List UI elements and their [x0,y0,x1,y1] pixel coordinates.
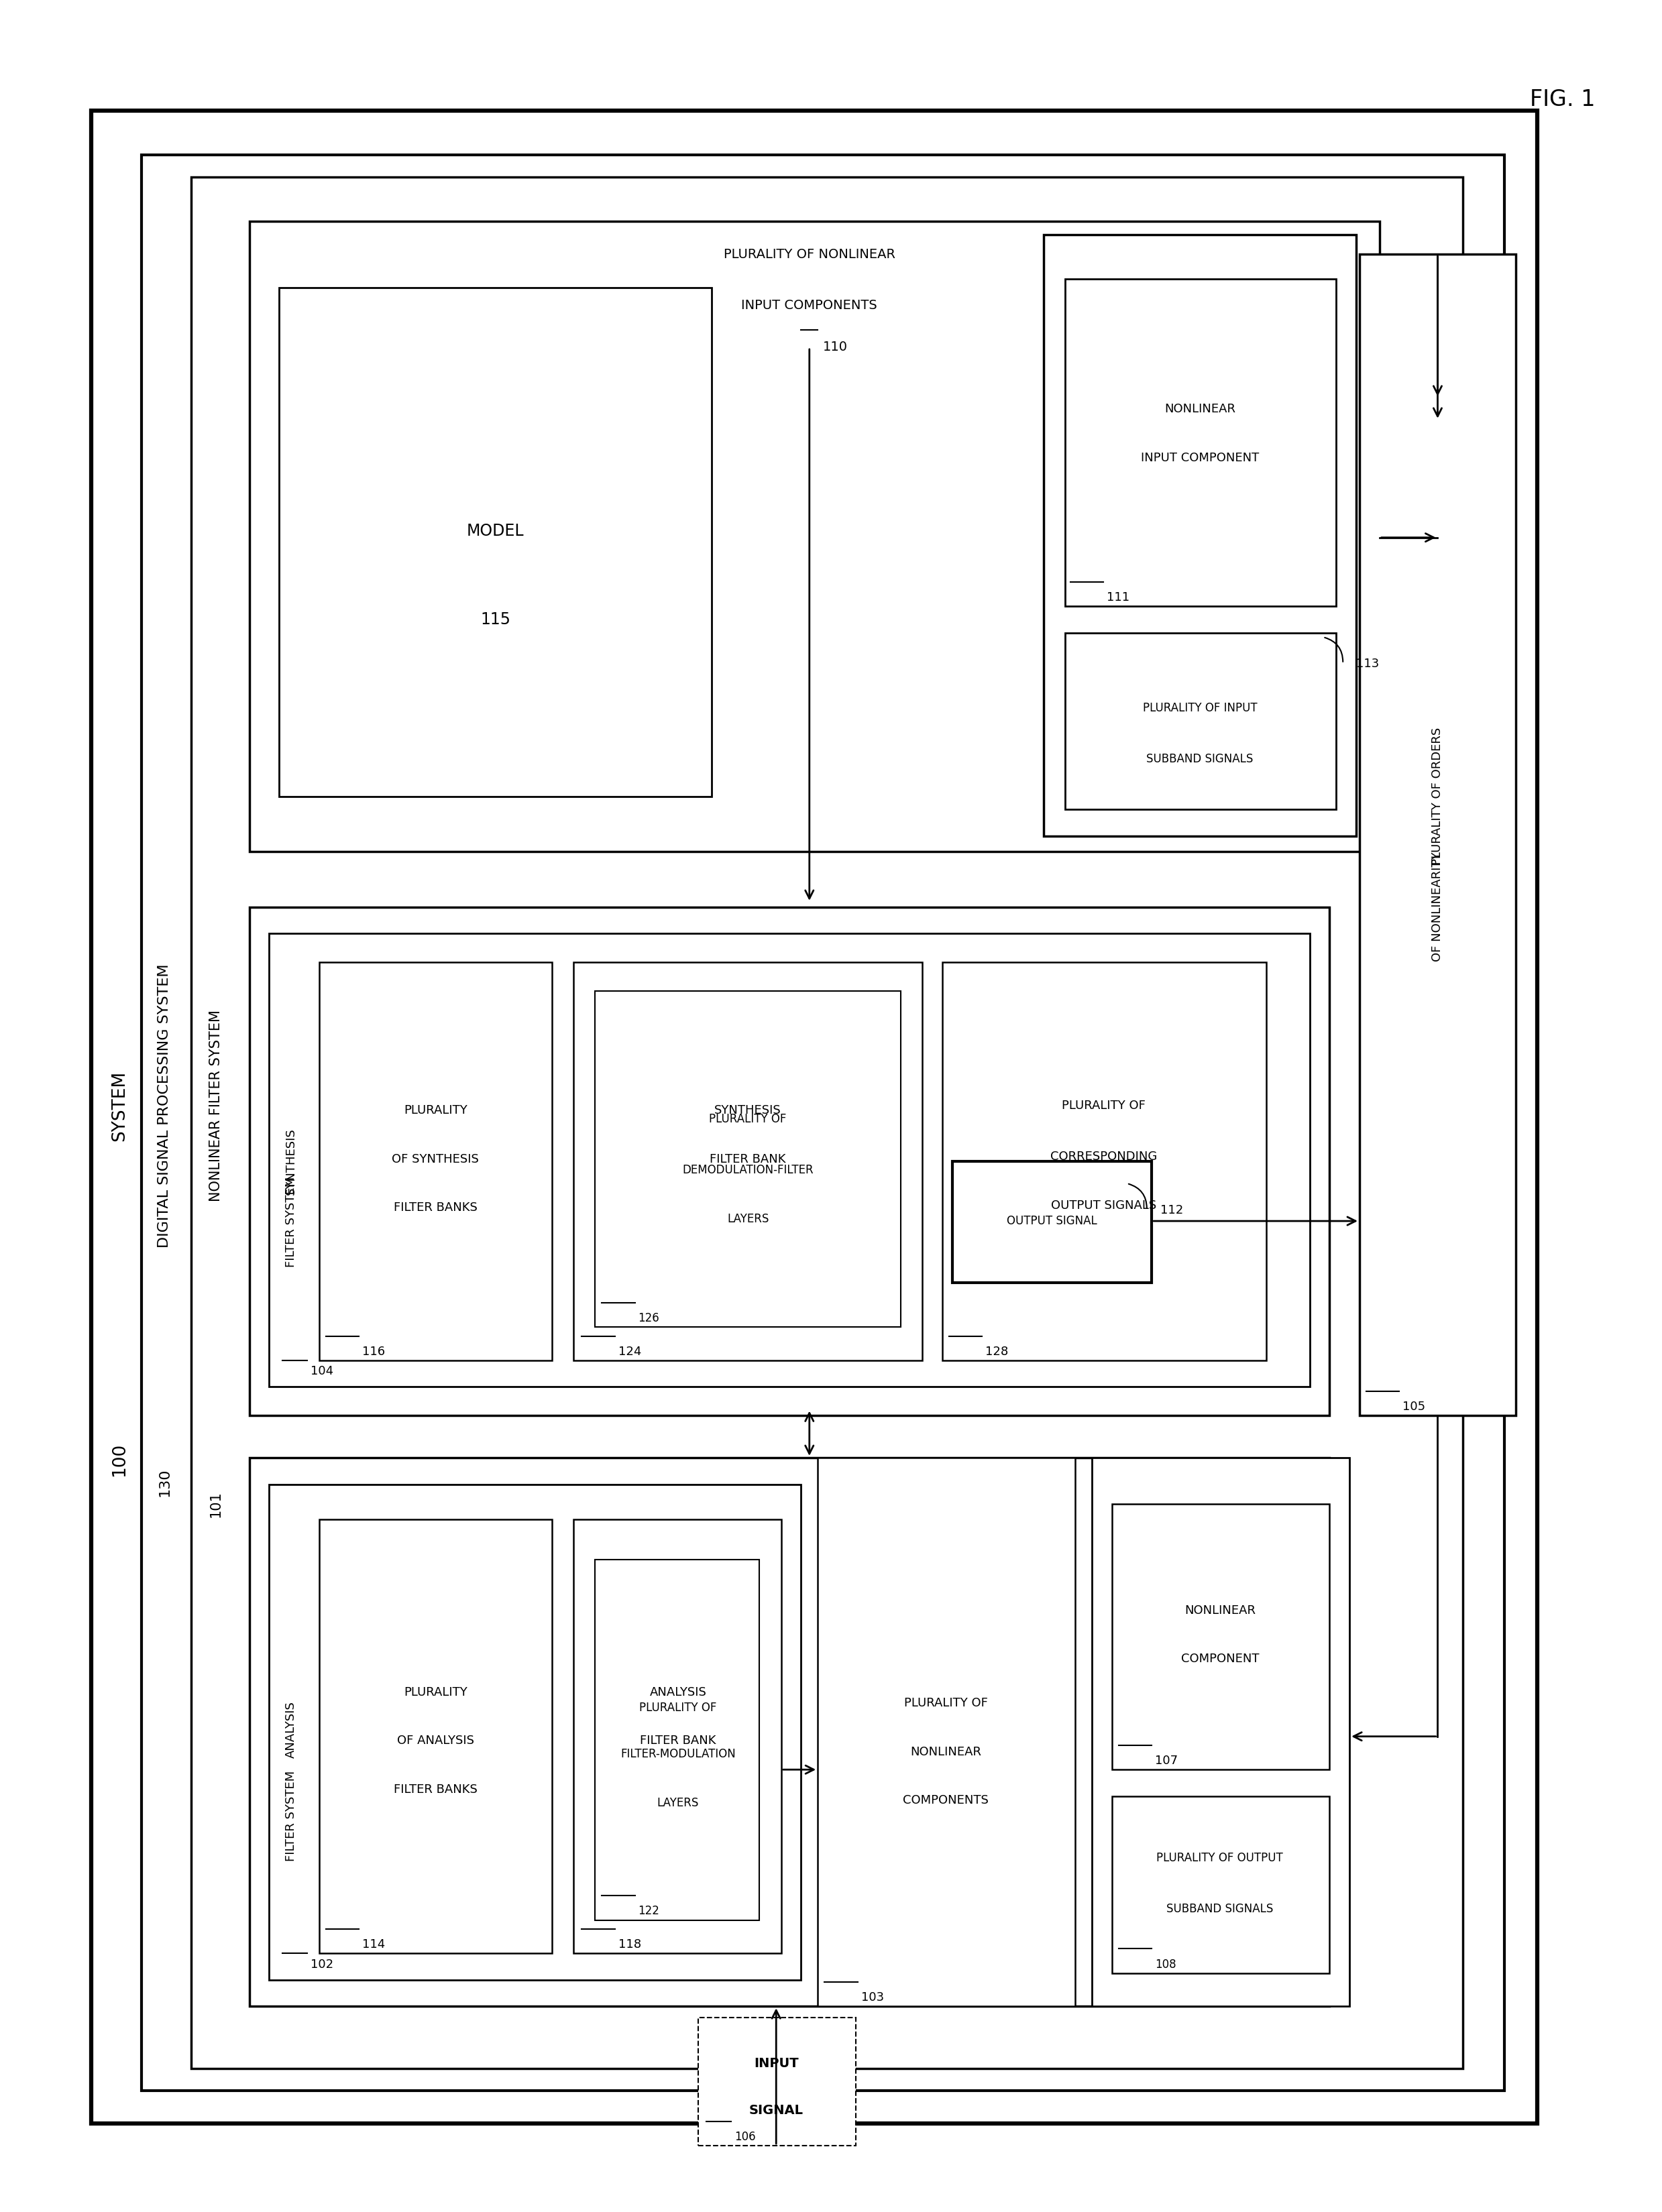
Text: PLURALITY: PLURALITY [404,1686,467,1699]
Text: SYNTHESIS: SYNTHESIS [284,1128,297,1194]
Text: SIGNAL: SIGNAL [750,2104,803,2117]
Text: 122: 122 [638,1905,660,1918]
Text: 115: 115 [480,611,510,628]
Bar [1044,234,1356,836]
Text: 106: 106 [735,2130,756,2143]
Text: INPUT: INPUT [755,2057,798,2070]
Text: 111: 111 [1107,591,1130,604]
Text: 107: 107 [1155,1754,1178,1767]
Bar [319,962,552,1360]
Text: 130: 130 [158,1469,171,1495]
Text: NONLINEAR: NONLINEAR [911,1745,981,1759]
Text: PLURALITY OF INPUT: PLURALITY OF INPUT [1143,701,1256,714]
Bar [269,1484,801,1980]
Bar [1112,1504,1330,1770]
Text: 104: 104 [311,1365,334,1378]
Text: FILTER SYSTEM: FILTER SYSTEM [284,1772,297,1860]
Text: NONLINEAR: NONLINEAR [1185,1604,1255,1617]
Text: DIGITAL SIGNAL PROCESSING SYSTEM: DIGITAL SIGNAL PROCESSING SYSTEM [158,964,171,1248]
Bar [573,1520,781,1953]
Bar [595,1559,760,1920]
Bar [595,991,901,1327]
Text: 100: 100 [111,1442,128,1478]
Text: PLURALITY: PLURALITY [404,1104,467,1117]
Bar [319,1520,552,1953]
Bar [1112,1796,1330,1973]
Text: OUTPUT SIGNALS: OUTPUT SIGNALS [1050,1199,1157,1212]
Text: 116: 116 [362,1345,386,1358]
Bar [573,962,922,1360]
Bar [91,111,1537,2124]
Text: 112: 112 [1160,1203,1183,1217]
Bar [141,155,1504,2090]
Bar [279,288,711,796]
Text: MODEL: MODEL [467,522,524,540]
Bar [249,1458,1330,2006]
Text: COMPONENT: COMPONENT [1180,1652,1260,1666]
Text: NONLINEAR: NONLINEAR [1165,403,1235,416]
Text: SUBBAND SIGNALS: SUBBAND SIGNALS [1167,1902,1273,1916]
Bar [191,177,1463,2068]
Text: OF SYNTHESIS: OF SYNTHESIS [392,1152,479,1166]
Text: CORRESPONDING: CORRESPONDING [1050,1150,1157,1164]
Text: FILTER BANKS: FILTER BANKS [394,1201,477,1214]
Text: 113: 113 [1356,657,1379,670]
Text: 103: 103 [861,1991,884,2004]
Text: INPUT COMPONENT: INPUT COMPONENT [1140,451,1260,465]
Text: PLURALITY OF: PLURALITY OF [710,1113,786,1126]
Text: OF ANALYSIS: OF ANALYSIS [397,1734,474,1747]
Bar [269,933,1310,1387]
Text: 128: 128 [986,1345,1009,1358]
Bar [942,962,1266,1360]
Text: 126: 126 [638,1312,660,1325]
Bar [952,1161,1152,1283]
Text: LAYERS: LAYERS [726,1212,770,1225]
Text: 102: 102 [311,1958,334,1971]
Text: PLURALITY OF ORDERS: PLURALITY OF ORDERS [1431,728,1444,865]
Text: SUBBAND SIGNALS: SUBBAND SIGNALS [1147,752,1253,765]
Text: SYNTHESIS: SYNTHESIS [715,1104,781,1117]
Bar [698,2017,856,2146]
Text: OUTPUT SIGNAL: OUTPUT SIGNAL [1007,1214,1097,1228]
Text: FIG. 1: FIG. 1 [1531,88,1596,111]
Bar [1092,1458,1350,2006]
Text: FILTER BANK: FILTER BANK [640,1734,716,1747]
Text: 124: 124 [618,1345,642,1358]
Bar [1360,254,1516,1416]
Bar [818,1458,1075,2006]
Bar [1065,279,1336,606]
Text: FILTER BANKS: FILTER BANKS [394,1783,477,1796]
Text: ANALYSIS: ANALYSIS [284,1701,297,1759]
Text: 108: 108 [1155,1958,1177,1971]
Bar [1065,633,1336,810]
Bar [249,907,1330,1416]
Text: OF NONLINEARITY: OF NONLINEARITY [1431,852,1444,962]
Text: FILTER-MODULATION: FILTER-MODULATION [620,1747,736,1761]
Text: PLURALITY OF: PLURALITY OF [904,1697,987,1710]
Text: 118: 118 [618,1938,642,1951]
Text: SYSTEM: SYSTEM [111,1071,128,1141]
Text: ANALYSIS: ANALYSIS [650,1686,706,1699]
Text: FILTER BANK: FILTER BANK [710,1152,786,1166]
Bar [249,221,1379,852]
Text: FILTER SYSTEM: FILTER SYSTEM [284,1177,297,1267]
Text: PLURALITY OF NONLINEAR: PLURALITY OF NONLINEAR [723,248,896,261]
Text: COMPONENTS: COMPONENTS [902,1794,989,1807]
Text: 101: 101 [209,1491,223,1517]
Text: DEMODULATION-FILTER: DEMODULATION-FILTER [683,1164,813,1177]
Text: LAYERS: LAYERS [656,1796,700,1809]
Text: PLURALITY OF: PLURALITY OF [640,1701,716,1714]
Text: PLURALITY OF: PLURALITY OF [1062,1099,1145,1113]
Text: 114: 114 [362,1938,386,1951]
Text: 105: 105 [1403,1400,1426,1413]
Text: NONLINEAR FILTER SYSTEM: NONLINEAR FILTER SYSTEM [209,1011,223,1201]
Text: PLURALITY OF OUTPUT: PLURALITY OF OUTPUT [1157,1851,1283,1865]
Text: 110: 110 [823,341,848,354]
Text: INPUT COMPONENTS: INPUT COMPONENTS [741,299,878,312]
